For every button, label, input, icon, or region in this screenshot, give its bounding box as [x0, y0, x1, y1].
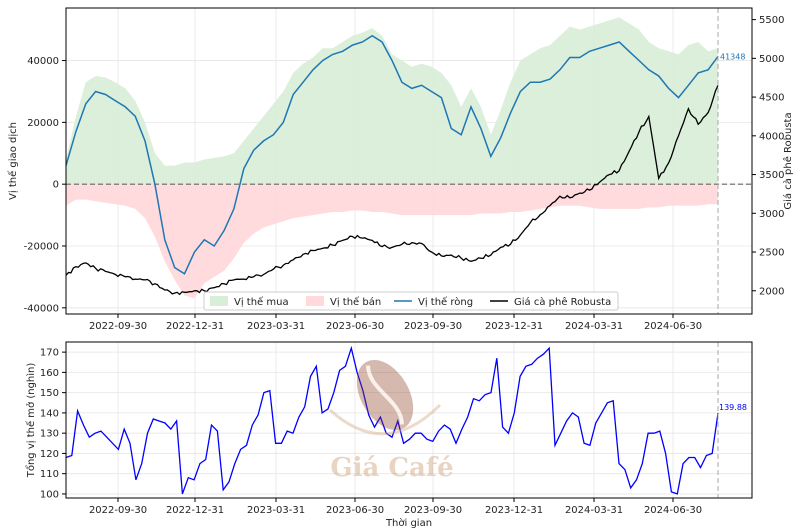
- top-frame: [65, 7, 753, 315]
- top-rtick-label-7: 5500: [759, 15, 784, 26]
- watermark-swoosh: [328, 403, 442, 436]
- top-xtick-label-4: 2023-09-30: [404, 321, 462, 332]
- bottom-ytick-label-2: 120: [40, 449, 59, 460]
- top-ylabel-left: Vị thế giao dịch: [7, 122, 19, 200]
- top-rtick-label-4: 4000: [759, 131, 784, 142]
- top-xtick-label-0: 2022-09-30: [89, 321, 147, 332]
- top-rtick-label-1: 2500: [759, 248, 784, 259]
- top-xtick-label-2: 2023-03-31: [247, 321, 305, 332]
- bottom-ytick-label-6: 160: [40, 368, 59, 379]
- series-short-area: [66, 184, 718, 299]
- top-xtick-label-6: 2024-03-31: [565, 321, 623, 332]
- top-xtick-label-1: 2022-12-31: [166, 321, 224, 332]
- top-ytick-label-1: -20000: [24, 242, 59, 253]
- top-end-label: 41348: [720, 52, 745, 61]
- top-rtick-label-2: 3000: [759, 209, 784, 220]
- top-ytick-label-4: 40000: [27, 56, 59, 67]
- top-rtick-label-0: 2000: [759, 286, 784, 297]
- bottom-end-label: 139.88: [719, 403, 747, 412]
- top-rtick-label-6: 5000: [759, 54, 784, 65]
- series-net-line: [65, 34, 719, 275]
- top-ylabel-right: Giá cà phê Robusta: [782, 112, 794, 209]
- watermark-logo: Giá Café: [328, 359, 454, 483]
- series-price-line: [65, 85, 719, 296]
- top-chart: 41348 -40000 -20000 0 20000 40000 2000 2500 3000…: [7, 7, 794, 332]
- series-long-area: [66, 17, 718, 185]
- bottom-xtick-label-3: 2023-06-30: [326, 505, 384, 516]
- bottom-xtick-label-5: 2023-12-31: [485, 505, 543, 516]
- top-rtick-label-5: 4500: [759, 93, 784, 104]
- top-xtick-label-5: 2023-12-31: [485, 321, 543, 332]
- legend-label-0: Vị thế mua: [234, 296, 289, 308]
- bottom-xtick-label-6: 2024-03-31: [565, 505, 623, 516]
- top-ytick-label-3: 20000: [27, 118, 59, 129]
- bottom-ytick-label-1: 110: [40, 469, 59, 480]
- legend: Vị thế mua Vị thế bán Vị thế ròng Giá cà ph…: [203, 291, 619, 311]
- legend-label-2: Vị thế ròng: [418, 296, 473, 308]
- watermark-text: Giá Café: [330, 453, 453, 483]
- bottom-xtick-label-0: 2022-09-30: [89, 505, 147, 516]
- bottom-xtick-label-4: 2023-09-30: [404, 505, 462, 516]
- series-open-interest-line: [65, 345, 719, 495]
- bottom-ytick-label-7: 170: [40, 348, 59, 359]
- top-xtick-label-7: 2024-06-30: [644, 321, 702, 332]
- bottom-ytick-label-4: 140: [40, 408, 59, 419]
- bottom-xlabel: Thời gian: [385, 517, 432, 529]
- bottom-ytick-label-0: 100: [40, 489, 59, 500]
- coffee-bean-icon: [356, 359, 414, 431]
- legend-swatch-1: [306, 296, 324, 306]
- bottom-ytick-label-5: 150: [40, 388, 59, 399]
- bottom-frame: [65, 341, 753, 499]
- legend-label-1: Vị thế bán: [330, 296, 381, 308]
- bottom-chart: 139.88 100 110 120 130 140 150 160 170 2022-09-30…: [24, 341, 753, 529]
- bottom-xtick-label-2: 2023-03-31: [247, 505, 305, 516]
- legend-label-3: Giá cà phê Robusta: [514, 296, 611, 308]
- bottom-ylabel: Tổng vị thế mở (nghìn): [24, 363, 37, 479]
- bottom-xtick-label-7: 2024-06-30: [644, 505, 702, 516]
- top-ytick-label-2: 0: [53, 180, 59, 191]
- bottom-xtick-label-1: 2022-12-31: [166, 505, 224, 516]
- legend-swatch-0: [210, 296, 228, 306]
- top-ytick-label-0: -40000: [24, 303, 59, 314]
- top-xtick-label-3: 2023-06-30: [326, 321, 384, 332]
- bottom-ytick-label-3: 130: [40, 429, 59, 440]
- top-rtick-label-3: 3500: [759, 170, 784, 181]
